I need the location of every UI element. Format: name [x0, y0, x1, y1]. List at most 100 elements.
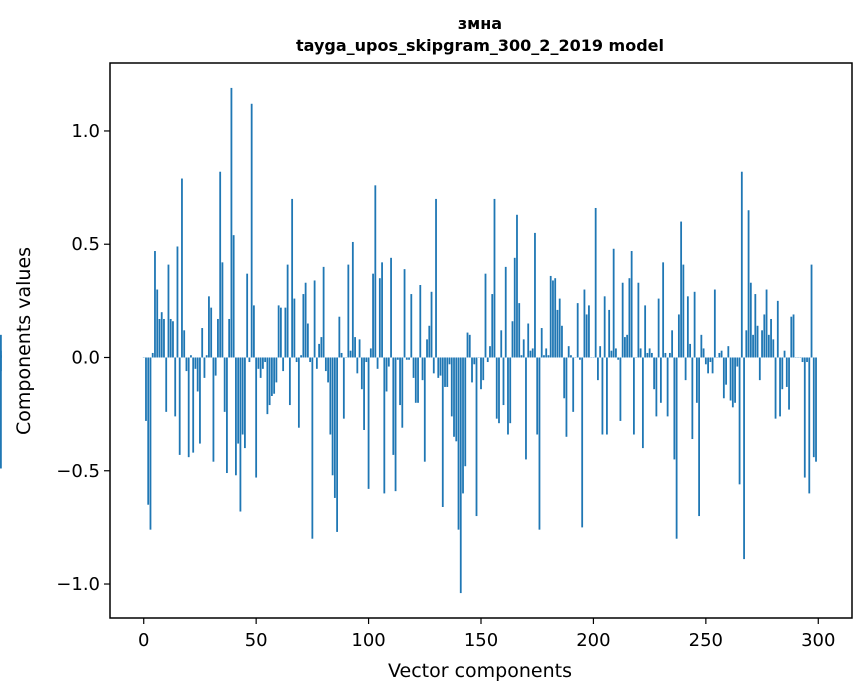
- bar-193: [576, 303, 579, 358]
- bar-12: [169, 318, 172, 358]
- x-tick-label: 200: [576, 630, 610, 651]
- bar-178: [543, 355, 545, 358]
- y-tick-label: 1.0: [71, 121, 100, 142]
- bar-54: [264, 357, 267, 363]
- bar-2: [147, 357, 150, 505]
- bar-263: [734, 357, 736, 403]
- bar-166: [516, 214, 518, 358]
- bar-198: [588, 305, 590, 358]
- bar-147: [473, 357, 476, 365]
- bar-146: [471, 357, 473, 383]
- bar-247: [698, 357, 700, 517]
- bar-45: [244, 357, 246, 449]
- bar-186: [561, 325, 563, 358]
- bar-38: [228, 318, 231, 358]
- bar-279: [770, 318, 772, 358]
- bar-143: [464, 357, 467, 467]
- bar-129: [432, 357, 435, 374]
- bar-16: [178, 357, 181, 455]
- bars-group: [0, 87, 817, 594]
- bar-139: [455, 357, 458, 442]
- bar-244: [691, 357, 694, 440]
- bar-259: [725, 357, 727, 385]
- bar-281: [774, 357, 777, 419]
- bar-8: [160, 312, 163, 358]
- bar-57: [270, 357, 273, 396]
- bar-125: [423, 357, 426, 462]
- bar-151: [482, 357, 485, 381]
- bar-124: [421, 357, 424, 381]
- bar-270: [749, 282, 752, 358]
- bar-64: [286, 264, 289, 358]
- bar-136: [448, 357, 451, 365]
- bar-19: [185, 357, 188, 372]
- bar-170: [525, 357, 527, 460]
- bar-156: [493, 198, 496, 358]
- bar-298: [812, 357, 815, 458]
- bar-3: [149, 357, 152, 530]
- bar-132: [439, 357, 442, 376]
- bar-58: [273, 357, 276, 394]
- bar-15: [176, 246, 179, 358]
- bar-168: [520, 355, 523, 358]
- bar-87: [338, 316, 341, 358]
- bar-293: [801, 357, 804, 363]
- bar-230: [659, 357, 662, 403]
- bar-267: [743, 357, 745, 560]
- bar-181: [549, 275, 552, 358]
- bar-33: [217, 318, 219, 358]
- bar-109: [387, 357, 390, 367]
- bar-220: [637, 282, 640, 358]
- bar-110: [390, 257, 392, 358]
- bar-71: [302, 294, 305, 358]
- bar-250: [704, 357, 707, 365]
- bar-75: [311, 357, 314, 539]
- bar-115: [401, 357, 404, 428]
- bar-undefined: [0, 334, 2, 358]
- bar-214: [624, 337, 626, 358]
- y-axis-label: Components values: [13, 247, 35, 435]
- bar-34: [219, 171, 222, 358]
- bar-243: [689, 343, 692, 358]
- bar-28: [205, 355, 208, 358]
- bar-184: [556, 309, 559, 358]
- bar-223: [644, 305, 647, 358]
- bar-98: [363, 357, 365, 430]
- bar-210: [615, 348, 617, 358]
- bar-40: [232, 235, 235, 358]
- bar-269: [747, 210, 750, 358]
- bar-232: [664, 352, 667, 358]
- bar-107: [383, 357, 386, 494]
- bar-24: [196, 357, 199, 392]
- bar-148: [475, 357, 478, 517]
- chart-title: змна: [458, 14, 502, 33]
- bar-46: [246, 273, 249, 358]
- bar-176: [538, 357, 541, 530]
- bar-164: [511, 321, 514, 358]
- bar-289: [792, 314, 795, 358]
- bar-248: [700, 334, 703, 358]
- bar-262: [731, 357, 734, 408]
- bar-62: [282, 357, 285, 372]
- bar-103: [374, 185, 377, 358]
- bar-37: [226, 357, 228, 474]
- bar-190: [570, 355, 572, 358]
- bar-5: [154, 251, 156, 358]
- bar-30: [210, 307, 213, 358]
- bar-195: [581, 357, 584, 528]
- chart-subtitle: tayga_upos_skipgram_300_2_2019 model: [296, 36, 664, 55]
- plot-frame: [109, 62, 853, 619]
- bar-61: [279, 307, 282, 358]
- bar-152: [484, 273, 487, 358]
- bar-10: [165, 357, 168, 412]
- bar-215: [626, 334, 629, 358]
- bar-150: [480, 357, 482, 390]
- bar-25: [199, 357, 201, 444]
- bar-261: [729, 357, 732, 401]
- bar-209: [612, 248, 615, 358]
- bar-249: [702, 348, 705, 358]
- bar-227: [653, 357, 656, 390]
- bar-182: [552, 280, 554, 358]
- bar-242: [686, 296, 689, 358]
- bar-120: [412, 357, 415, 378]
